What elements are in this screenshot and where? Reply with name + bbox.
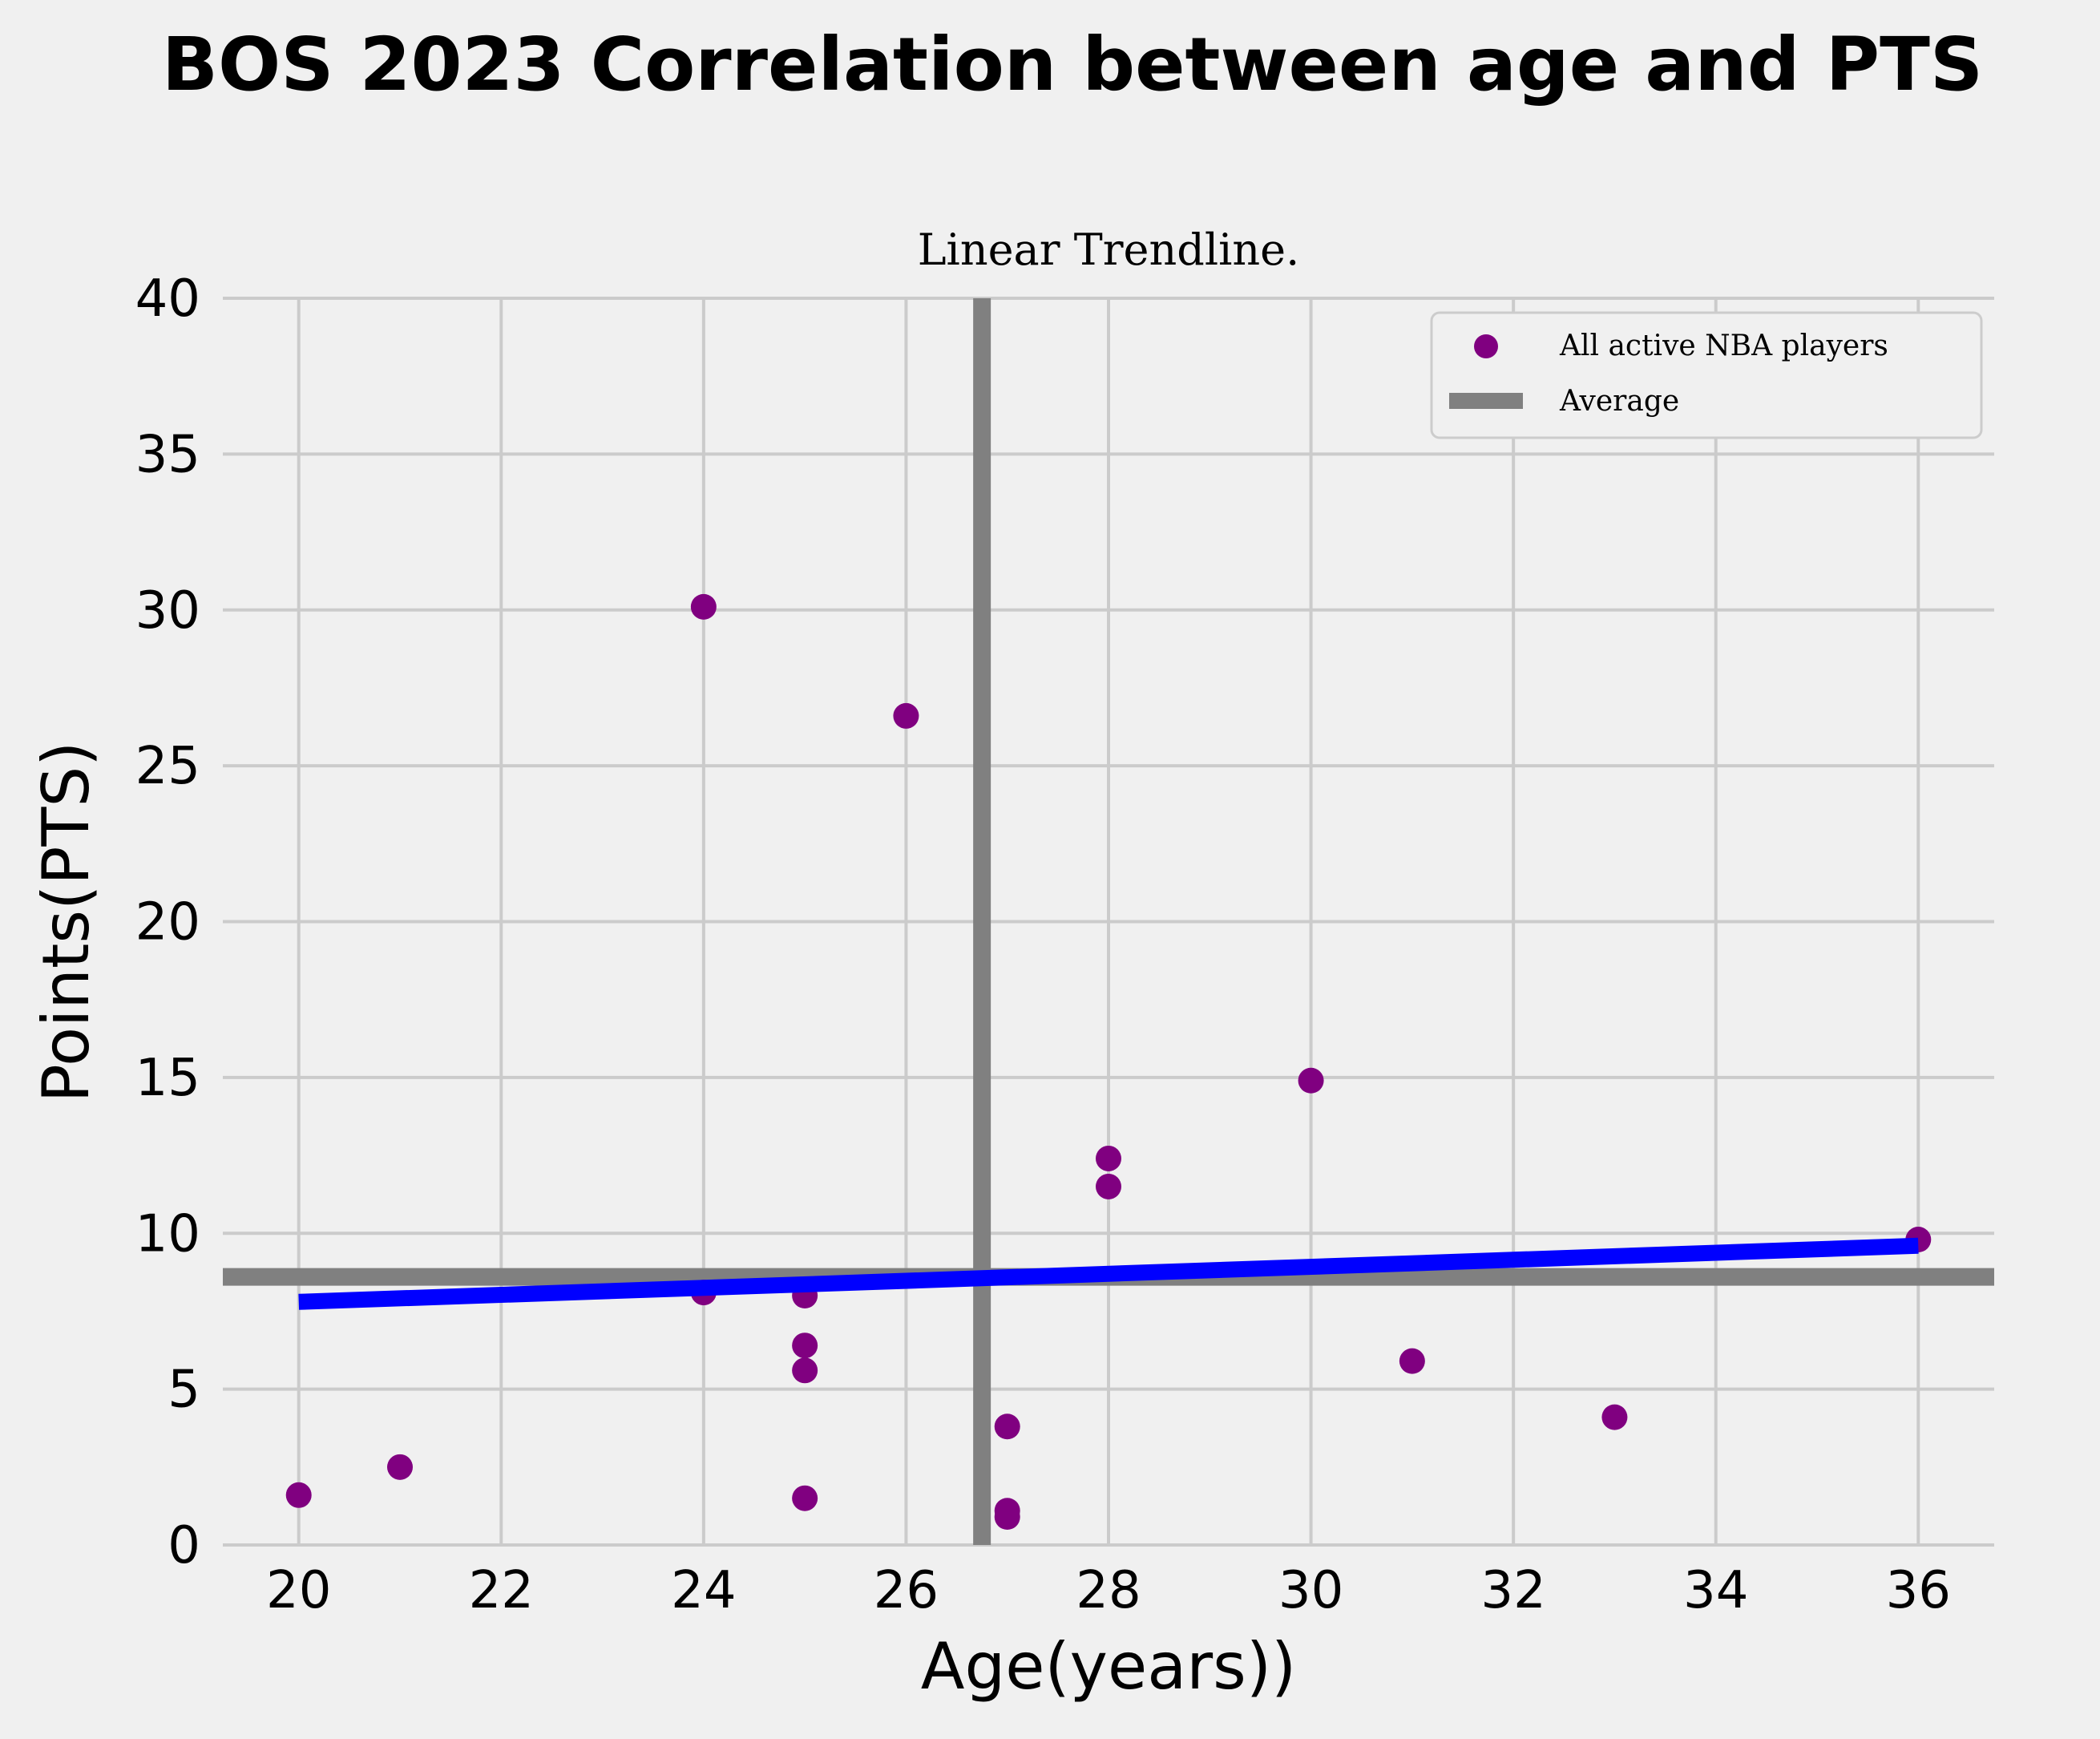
- data-points: [285, 593, 1932, 1531]
- y-tick-label-10: 10: [135, 1204, 200, 1264]
- data-point-9: [994, 1413, 1020, 1440]
- trendline-group: [298, 1237, 1919, 1310]
- data-point-15: [1399, 1348, 1425, 1374]
- data-point-12: [1096, 1145, 1121, 1171]
- legend-label-average: Average: [1559, 385, 1679, 418]
- x-tick-label-24: 24: [671, 1561, 736, 1620]
- x-tick-label-28: 28: [1076, 1561, 1141, 1620]
- legend-marker-players: [1474, 334, 1498, 358]
- data-point-14: [1298, 1067, 1324, 1094]
- y-tick-label-20: 20: [135, 893, 200, 952]
- trendline: [298, 1237, 1919, 1310]
- grid-lines: [223, 297, 1994, 1547]
- data-point-7: [792, 1485, 818, 1511]
- y-tick-label-40: 40: [135, 269, 200, 329]
- data-point-5: [792, 1333, 818, 1359]
- legend-box: [1430, 311, 1983, 439]
- y-tick-labels: 0 5 10 15 20 25 30 35 40: [135, 269, 200, 1575]
- data-point-11: [994, 1504, 1020, 1531]
- x-tick-label-34: 34: [1683, 1561, 1748, 1620]
- x-tick-label-36: 36: [1886, 1561, 1951, 1620]
- y-tick-label-35: 35: [135, 425, 200, 484]
- y-tick-label-15: 15: [135, 1049, 200, 1108]
- data-point-16: [1601, 1404, 1628, 1430]
- chart-subtitle: Linear Trendline.: [918, 224, 1300, 275]
- data-point-0: [285, 1482, 312, 1508]
- data-point-1: [387, 1454, 413, 1480]
- data-point-8: [893, 702, 919, 729]
- data-point-6: [792, 1357, 818, 1384]
- x-axis-label: Age(years)): [921, 1629, 1297, 1704]
- x-tick-label-32: 32: [1480, 1561, 1545, 1620]
- y-tick-label-5: 5: [168, 1361, 200, 1420]
- legend-label-players: All active NBA players: [1559, 330, 1888, 362]
- x-tick-label-26: 26: [874, 1561, 939, 1620]
- x-tick-label-30: 30: [1278, 1561, 1343, 1620]
- y-tick-label-0: 0: [168, 1516, 200, 1575]
- y-tick-label-30: 30: [135, 581, 200, 641]
- data-point-2: [690, 593, 717, 620]
- y-axis-label: Points(PTS): [29, 742, 103, 1103]
- legend: All active NBA players Average: [1430, 311, 1983, 439]
- x-tick-label-22: 22: [469, 1561, 534, 1620]
- data-point-13: [1096, 1173, 1121, 1199]
- chart-title: BOS 2023 Correlation between age and PTS: [162, 22, 1983, 107]
- y-tick-label-25: 25: [135, 737, 200, 796]
- x-tick-labels: 20 22 24 26 28 30 32 34 36: [266, 1561, 1951, 1620]
- x-tick-label-20: 20: [266, 1561, 331, 1620]
